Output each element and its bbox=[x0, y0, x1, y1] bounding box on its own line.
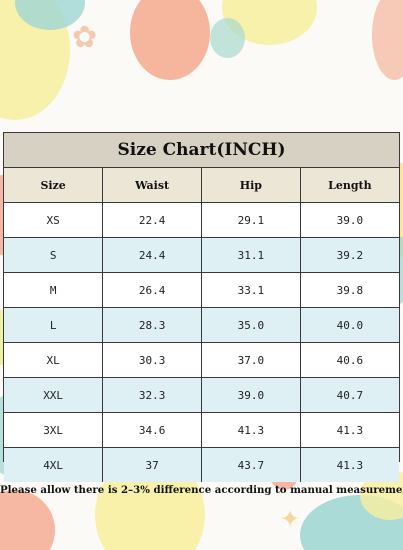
size-chart: Size Chart(INCH) Size Waist Hip Length X… bbox=[3, 132, 400, 482]
hip-cell: 37.0 bbox=[201, 342, 301, 378]
length-cell: 41.3 bbox=[299, 447, 399, 482]
size-cell: XXL bbox=[4, 377, 104, 413]
size-cell: XL bbox=[4, 342, 104, 378]
waist-cell: 22.4 bbox=[102, 202, 202, 238]
length-cell: 40.6 bbox=[299, 342, 399, 378]
hip-cell: 33.1 bbox=[201, 272, 301, 308]
waist-cell: 30.3 bbox=[102, 342, 202, 378]
table-row: L 28.3 35.0 40.0 bbox=[4, 307, 399, 343]
table-row: M 26.4 33.1 39.8 bbox=[4, 272, 399, 308]
hip-cell: 35.0 bbox=[201, 307, 301, 343]
waist-cell: 32.3 bbox=[102, 377, 202, 413]
teal-watercolor-blob bbox=[210, 18, 245, 58]
hip-cell: 29.1 bbox=[201, 202, 301, 238]
sparkle-icon: ✦ bbox=[280, 505, 301, 533]
waist-cell: 24.4 bbox=[102, 237, 202, 273]
measurement-note: Please allow there is 2–3% difference ac… bbox=[0, 484, 403, 496]
hip-cell: 43.7 bbox=[201, 447, 301, 482]
column-header-size: Size bbox=[4, 168, 104, 203]
length-cell: 41.3 bbox=[299, 412, 399, 448]
waist-cell: 28.3 bbox=[102, 307, 202, 343]
waist-cell: 34.6 bbox=[102, 412, 202, 448]
hip-cell: 41.3 bbox=[201, 412, 301, 448]
size-cell: 3XL bbox=[4, 412, 104, 448]
size-cell: S bbox=[4, 237, 104, 273]
length-cell: 39.8 bbox=[299, 272, 399, 308]
length-cell: 40.7 bbox=[299, 377, 399, 413]
table-row: 3XL 34.6 41.3 41.3 bbox=[4, 412, 399, 448]
hip-cell: 39.0 bbox=[201, 377, 301, 413]
column-header-waist: Waist bbox=[102, 168, 202, 203]
waist-cell: 26.4 bbox=[102, 272, 202, 308]
size-cell: XS bbox=[4, 202, 104, 238]
table-row: XL 30.3 37.0 40.6 bbox=[4, 342, 399, 378]
table-row: S 24.4 31.1 39.2 bbox=[4, 237, 399, 273]
header-row: Size Waist Hip Length bbox=[4, 168, 399, 203]
size-cell: L bbox=[4, 307, 104, 343]
column-header-length: Length bbox=[299, 168, 399, 203]
coral-watercolor-blob bbox=[372, 0, 403, 80]
chart-title: Size Chart(INCH) bbox=[4, 133, 399, 168]
waist-cell: 37 bbox=[102, 447, 202, 482]
hip-cell: 31.1 bbox=[201, 237, 301, 273]
coral-watercolor-blob bbox=[130, 0, 210, 80]
table-row: 4XL 37 43.7 41.3 bbox=[4, 447, 399, 482]
table-row: XS 22.4 29.1 39.0 bbox=[4, 202, 399, 238]
column-header-hip: Hip bbox=[201, 168, 301, 203]
length-cell: 39.0 bbox=[299, 202, 399, 238]
size-cell: M bbox=[4, 272, 104, 308]
flower-icon: ✿ bbox=[72, 20, 98, 55]
size-cell: 4XL bbox=[4, 447, 104, 482]
length-cell: 39.2 bbox=[299, 237, 399, 273]
coral-watercolor-blob bbox=[0, 490, 55, 550]
table-row: XXL 32.3 39.0 40.7 bbox=[4, 377, 399, 413]
length-cell: 40.0 bbox=[299, 307, 399, 343]
size-table: Size Waist Hip Length XS 22.4 29.1 39.0 … bbox=[4, 168, 399, 482]
